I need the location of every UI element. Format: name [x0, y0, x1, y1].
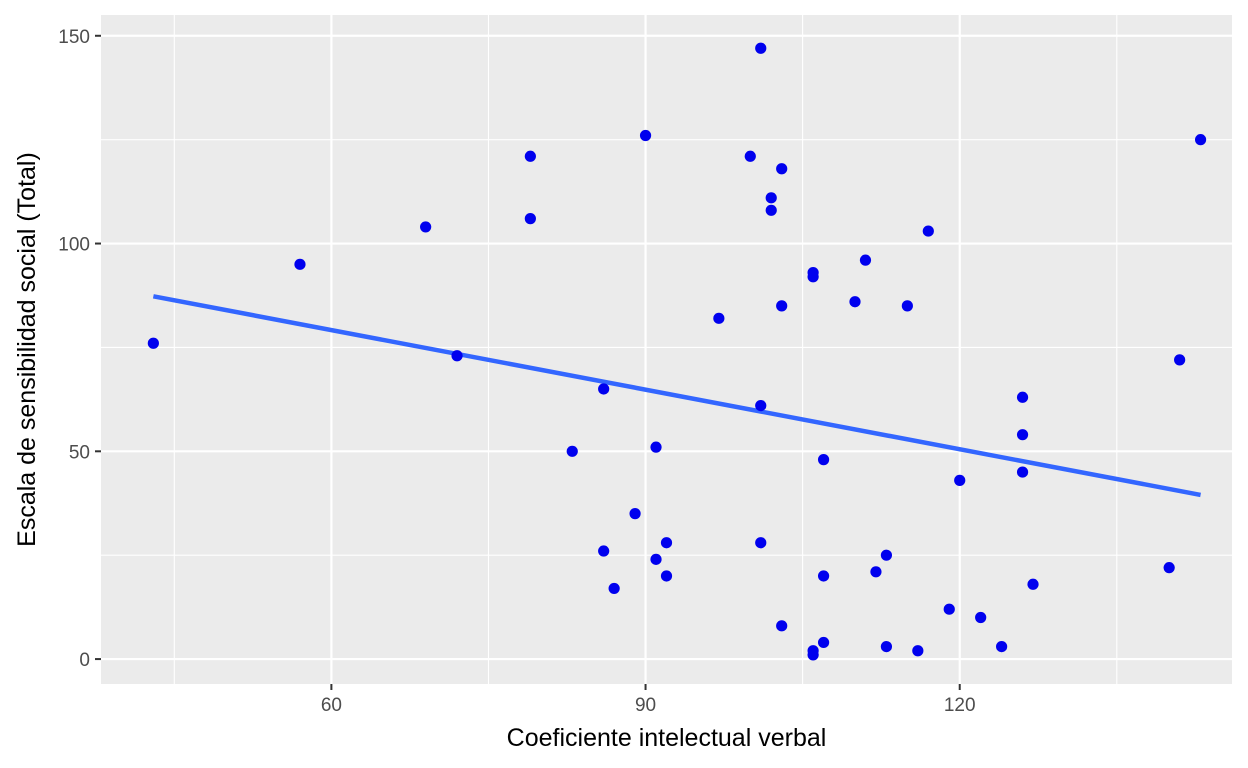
data-point — [776, 300, 788, 312]
data-point — [807, 649, 819, 661]
data-point — [912, 645, 924, 657]
data-point — [650, 553, 662, 565]
x-tick-label: 60 — [321, 695, 342, 716]
plot-panel — [101, 15, 1232, 684]
data-point — [755, 399, 767, 412]
data-point — [880, 641, 893, 653]
major-gridlines — [101, 15, 1232, 684]
data-points — [147, 42, 1207, 661]
y-tick-label: 150 — [58, 27, 90, 48]
data-point — [776, 620, 788, 632]
data-point — [598, 545, 610, 557]
data-point — [639, 129, 652, 142]
trend-line-group — [152, 294, 1202, 498]
y-tick-label: 0 — [79, 650, 90, 671]
y-axis: 0 50 100 150 — [58, 27, 101, 671]
data-point — [765, 192, 777, 204]
data-point — [870, 566, 882, 578]
x-axis: 60 90 120 — [321, 684, 976, 716]
data-point — [849, 296, 861, 308]
data-point — [817, 454, 830, 466]
y-tick-label: 100 — [58, 235, 90, 256]
data-point — [901, 300, 913, 312]
data-point — [147, 337, 159, 349]
data-point — [880, 549, 893, 561]
data-point — [1016, 429, 1029, 441]
data-point — [1016, 391, 1029, 403]
data-point — [859, 254, 872, 266]
data-point — [922, 225, 934, 237]
data-point — [660, 537, 673, 549]
x-axis-title: Coeficiente intelectual verbal — [507, 724, 827, 752]
data-point — [975, 611, 987, 624]
data-point — [744, 150, 756, 162]
data-point — [1016, 466, 1029, 478]
data-point — [451, 350, 463, 362]
data-point — [755, 537, 767, 549]
data-point — [1027, 578, 1039, 590]
x-tick-label: 120 — [944, 695, 976, 716]
data-point — [566, 445, 578, 457]
minor-gridlines — [101, 15, 1232, 684]
data-point — [765, 204, 777, 216]
data-point — [1163, 562, 1175, 574]
y-tick-label: 50 — [69, 442, 90, 463]
data-point — [943, 603, 955, 615]
data-point — [776, 163, 788, 175]
data-point — [660, 570, 673, 582]
data-point — [817, 636, 830, 649]
data-point — [598, 383, 610, 395]
data-point — [713, 312, 725, 324]
data-point — [817, 570, 830, 582]
data-point — [524, 150, 536, 162]
data-point — [755, 42, 767, 54]
x-tick-label: 90 — [635, 695, 656, 716]
data-point — [954, 474, 966, 486]
data-point — [807, 271, 819, 283]
data-point — [420, 221, 432, 233]
data-point — [650, 441, 662, 453]
data-point — [629, 508, 641, 520]
data-point — [608, 582, 620, 595]
data-point — [996, 641, 1008, 653]
trend-line — [152, 294, 1202, 498]
data-point — [1174, 354, 1186, 366]
data-point — [524, 213, 536, 225]
data-point — [1194, 134, 1207, 146]
y-axis-title: Escala de sensibilidad social (Total) — [13, 152, 41, 547]
data-point — [294, 258, 306, 270]
